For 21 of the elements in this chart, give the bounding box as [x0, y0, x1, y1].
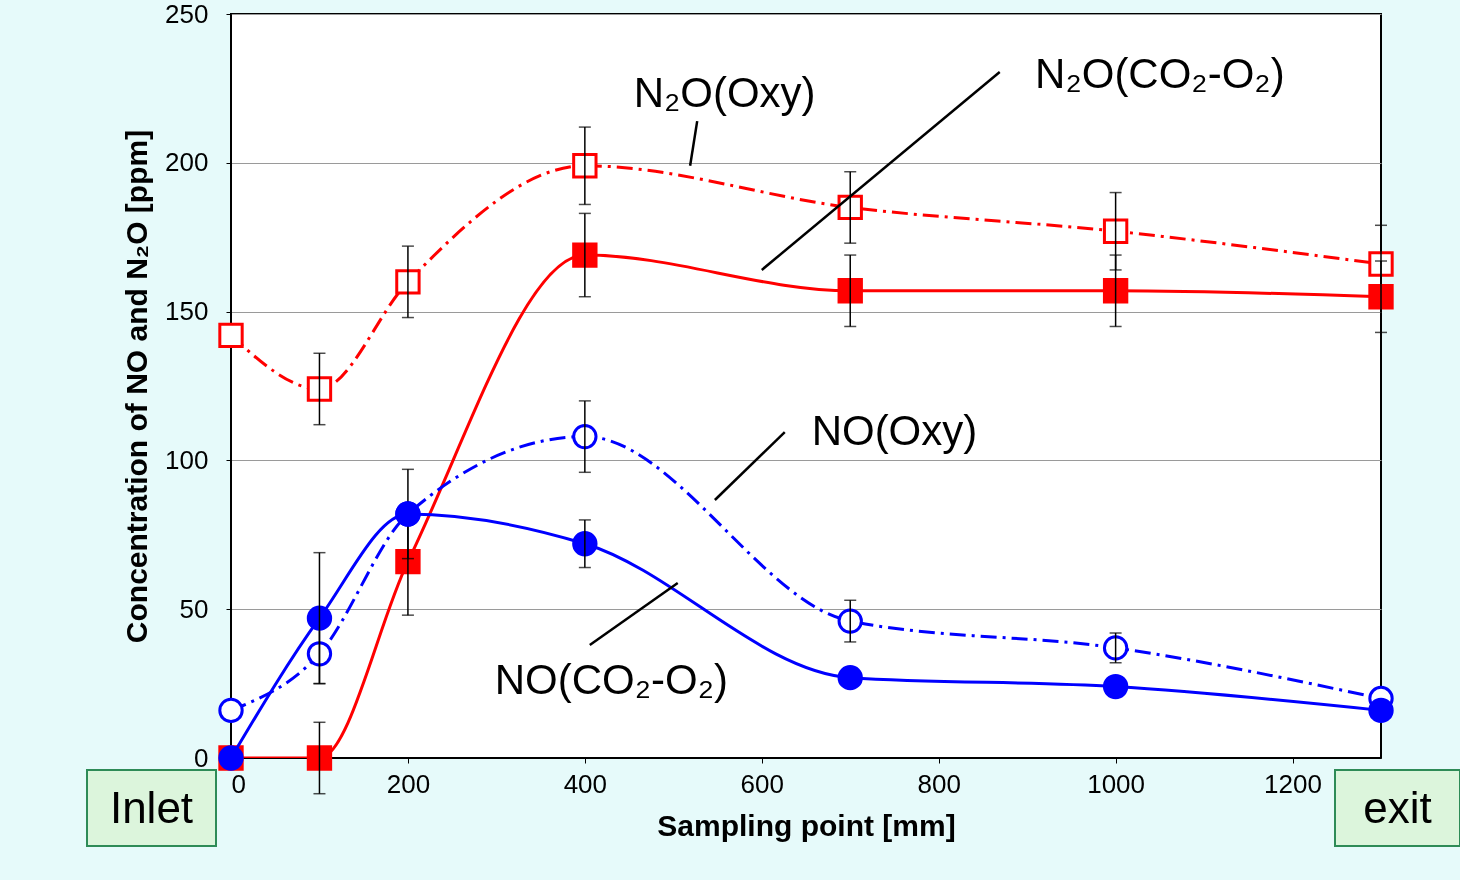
text: exit	[1363, 783, 1432, 832]
x-tick-label: 0	[231, 768, 246, 799]
x-tick-label: 1000	[1087, 768, 1146, 799]
text: NO(Oxy)	[811, 407, 978, 455]
x-tick-label: 1200	[1264, 768, 1322, 799]
text: N₂O(CO₂-O₂)	[1035, 50, 1285, 98]
y-tick-label: 250	[165, 0, 209, 29]
y-tick-label: 150	[165, 296, 209, 327]
x-tick-label: 800	[917, 768, 961, 799]
y-tick-label: 200	[165, 147, 209, 178]
y-tick-label: 100	[165, 444, 209, 475]
x-tick-label: 200	[386, 768, 431, 799]
y-axis-title: Concentration of NO and N₂O [ppm]	[120, 129, 154, 644]
series-label: NO(CO₂-O₂)	[494, 655, 729, 703]
text: Inlet	[109, 783, 194, 832]
x-axis-title: Sampling point [mm]	[657, 808, 956, 842]
x-tick-label: 400	[563, 768, 608, 799]
series-label: N₂O(Oxy)	[633, 69, 816, 117]
y-tick-label: 0	[194, 742, 209, 773]
y-tick-label: 50	[179, 593, 209, 624]
x-tick-label: 600	[740, 768, 784, 799]
